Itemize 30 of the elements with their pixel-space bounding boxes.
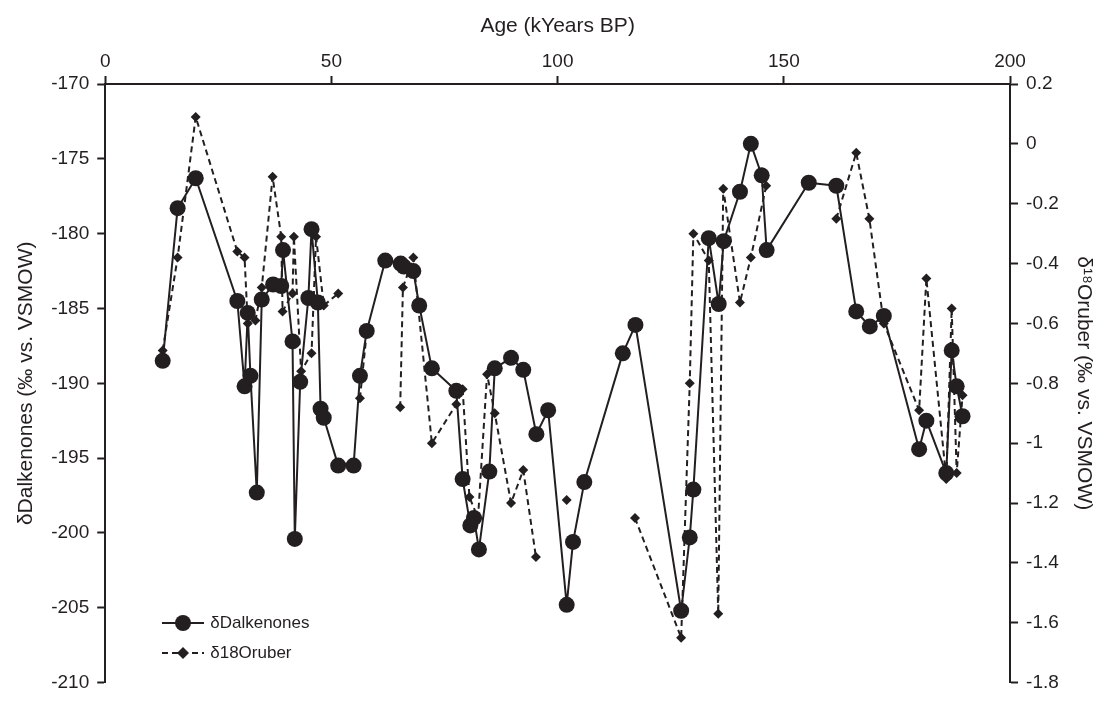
x-tick-label: 150 <box>768 49 800 71</box>
x-tick-label: 50 <box>320 49 343 71</box>
x-tick-label: 100 <box>541 49 574 71</box>
y2-tick-label: -0.8 <box>1026 371 1059 393</box>
legend-label: δ18Oruber <box>210 642 292 663</box>
y2-tick-label: 0.2 <box>1026 72 1053 94</box>
y-tick-label: -185 <box>51 296 90 318</box>
y-tick-label: -195 <box>51 446 90 468</box>
y-axis-title: δDalkenones (‰ vs. VSMOW) <box>13 241 37 526</box>
y-tick-label: -170 <box>51 72 90 94</box>
x-tick-label: 200 <box>994 49 1026 71</box>
x-tick-label: 0 <box>99 49 111 71</box>
y2-tick-label: -1.6 <box>1026 610 1059 632</box>
y2-tick-label: -1.4 <box>1026 551 1060 573</box>
y-tick-label: -190 <box>51 371 90 393</box>
legend-label: δDalkenones <box>210 612 310 633</box>
y-tick-label: -205 <box>51 596 90 618</box>
x-axis-title: Age (kYears BP) <box>480 13 635 37</box>
y2-tick-label: -1 <box>1026 431 1043 453</box>
y2-tick-label: -1.2 <box>1026 491 1059 513</box>
y2-tick-label: -0.4 <box>1026 251 1060 273</box>
y2-tick-label: -0.2 <box>1026 191 1059 213</box>
y2-tick-label: -0.6 <box>1026 311 1059 333</box>
y-tick-label: -200 <box>51 521 90 543</box>
y-tick-label: -175 <box>51 147 90 169</box>
y-tick-label: -210 <box>51 670 90 692</box>
y2-tick-label: -1.8 <box>1026 670 1059 692</box>
y-tick-label: -180 <box>51 221 90 243</box>
y2-tick-label: 0 <box>1026 132 1037 154</box>
y2-axis-title: δ¹⁸Oruber (‰ vs. VSMOW) <box>1073 256 1097 511</box>
